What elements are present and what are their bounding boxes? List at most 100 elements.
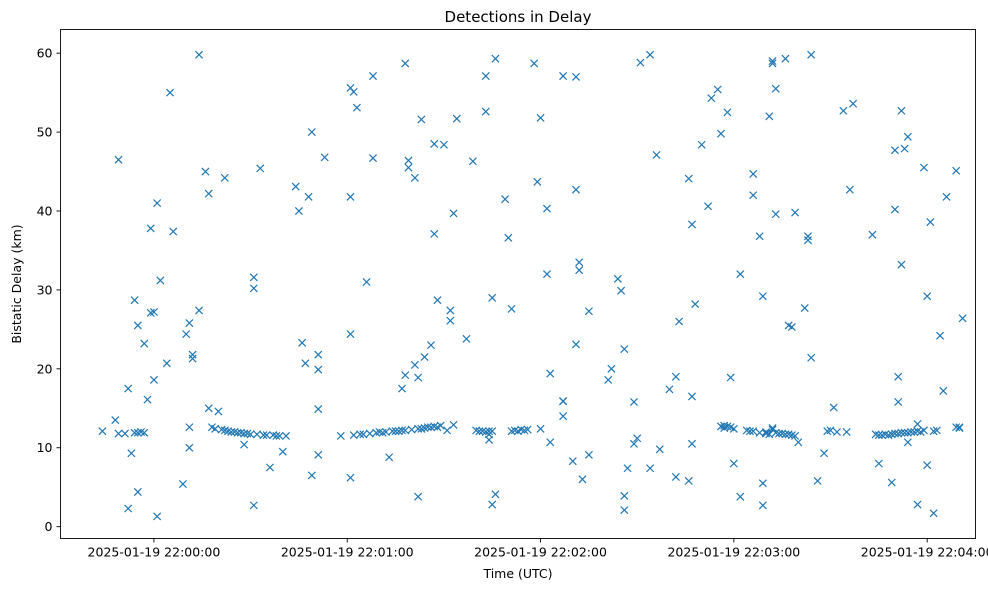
chart-title: Detections in Delay xyxy=(445,8,592,26)
y-axis: 0 10 20 30 40 50 60 xyxy=(37,46,61,534)
data-point xyxy=(404,156,413,165)
data-point xyxy=(195,50,204,59)
data-point xyxy=(781,430,790,439)
data-point xyxy=(913,420,922,429)
data-point xyxy=(646,50,655,59)
data-point xyxy=(272,431,281,440)
data-point xyxy=(146,224,155,233)
data-point xyxy=(143,395,152,404)
data-point xyxy=(449,420,458,429)
data-point xyxy=(781,54,790,63)
y-tick-label: 30 xyxy=(37,282,53,297)
data-point xyxy=(575,258,584,267)
data-point xyxy=(723,108,732,117)
data-point xyxy=(578,475,587,484)
data-point xyxy=(707,94,716,103)
data-point xyxy=(294,206,303,216)
data-point xyxy=(443,426,452,435)
data-point xyxy=(114,155,123,164)
data-point xyxy=(430,139,439,148)
data-point xyxy=(98,427,107,436)
data-point xyxy=(849,99,858,108)
data-point xyxy=(491,54,500,63)
data-point xyxy=(623,464,632,473)
data-point xyxy=(156,276,165,285)
data-point xyxy=(365,429,374,438)
data-point xyxy=(397,426,407,435)
data-point xyxy=(919,163,928,172)
data-point xyxy=(768,423,777,433)
data-point xyxy=(468,157,477,166)
data-point xyxy=(845,185,854,194)
data-point xyxy=(349,87,358,96)
data-point xyxy=(546,369,555,378)
data-point xyxy=(607,364,616,373)
data-point xyxy=(124,384,133,393)
data-point xyxy=(211,424,220,433)
data-point xyxy=(195,306,204,315)
data-point xyxy=(613,274,622,283)
data-point xyxy=(897,260,906,269)
data-point xyxy=(755,428,764,437)
data-point xyxy=(887,478,896,487)
data-point xyxy=(729,459,738,468)
x-tick-label: 2025-01-19 22:04:00 xyxy=(861,545,988,560)
data-point xyxy=(697,140,706,149)
data-point xyxy=(794,438,803,447)
data-point xyxy=(958,314,967,323)
data-point xyxy=(178,480,187,489)
data-point xyxy=(713,85,722,94)
data-point xyxy=(546,438,555,447)
data-point xyxy=(153,512,162,521)
data-point xyxy=(401,426,410,435)
data-point xyxy=(491,490,500,499)
data-point xyxy=(704,202,713,211)
data-point xyxy=(736,270,745,279)
data-point xyxy=(646,464,655,473)
data-point xyxy=(749,427,758,436)
y-axis-label: Bistatic Delay (km) xyxy=(9,224,24,343)
plot-area: 2025-01-19 22:00:00 2025-01-19 22:01:00 20… xyxy=(37,29,988,560)
data-point xyxy=(124,504,133,513)
data-point xyxy=(768,59,777,68)
data-point xyxy=(791,431,800,440)
y-tick-label: 50 xyxy=(37,125,53,140)
y-tick-label: 10 xyxy=(37,440,53,455)
data-point xyxy=(530,59,539,68)
data-point xyxy=(575,266,584,275)
data-point xyxy=(246,430,255,439)
data-point xyxy=(127,449,136,458)
data-point xyxy=(533,177,542,186)
data-point xyxy=(349,431,358,440)
data-point xyxy=(346,192,355,201)
data-point xyxy=(507,304,516,313)
data-point xyxy=(501,195,510,204)
data-point xyxy=(633,434,642,443)
data-point xyxy=(488,427,497,436)
data-markers xyxy=(98,50,967,521)
data-point xyxy=(381,427,390,436)
data-point xyxy=(314,405,323,414)
data-point xyxy=(787,322,796,332)
data-point xyxy=(768,57,777,66)
data-point xyxy=(620,491,629,500)
data-point xyxy=(484,427,494,436)
data-point xyxy=(249,273,258,282)
data-point xyxy=(417,115,426,124)
data-point xyxy=(932,426,941,435)
data-point xyxy=(446,306,455,315)
data-point xyxy=(907,427,916,436)
data-point xyxy=(356,430,365,439)
data-point xyxy=(897,428,906,437)
data-point xyxy=(874,459,883,468)
data-point xyxy=(568,457,577,466)
data-point xyxy=(617,286,626,295)
data-point xyxy=(765,430,774,439)
data-point xyxy=(897,106,906,115)
data-point xyxy=(523,425,532,434)
data-point xyxy=(307,471,316,480)
data-point xyxy=(214,407,223,416)
data-point xyxy=(774,429,783,438)
data-point xyxy=(253,430,262,439)
data-point xyxy=(423,423,432,432)
